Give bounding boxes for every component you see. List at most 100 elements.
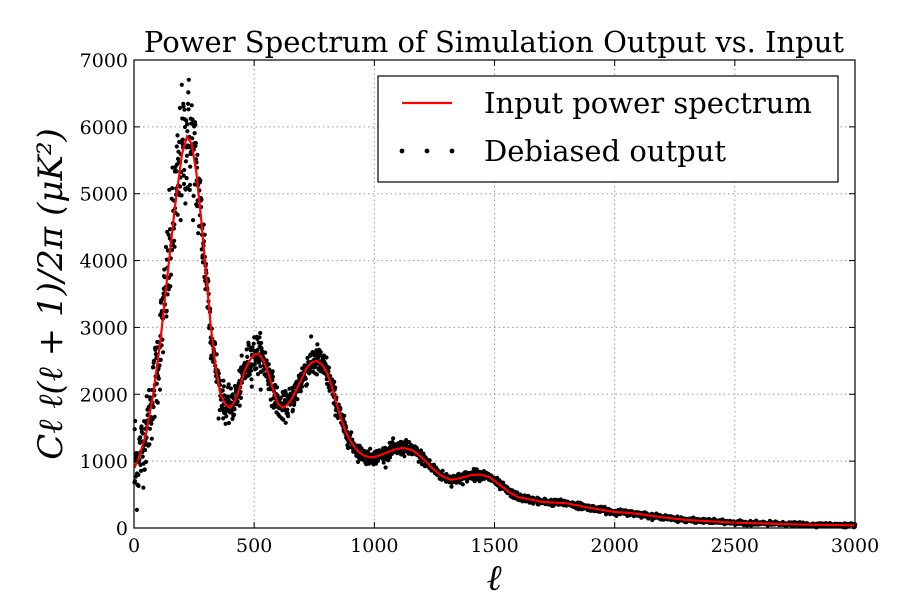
- y-axis-label: Cℓ ℓ(ℓ + 1)/2π (μK²): [31, 128, 71, 459]
- output-point: [366, 461, 372, 466]
- output-point: [162, 267, 167, 272]
- output-point: [256, 360, 262, 365]
- output-point: [147, 388, 152, 393]
- output-point: [244, 347, 249, 352]
- output-point: [214, 352, 219, 357]
- x-tick-label: 2500: [711, 535, 759, 557]
- output-point: [223, 421, 228, 426]
- output-point: [181, 104, 186, 109]
- output-point: [326, 365, 331, 370]
- output-point: [191, 193, 196, 198]
- output-point: [185, 129, 190, 134]
- output-point: [247, 372, 252, 377]
- output-point: [168, 227, 173, 232]
- output-point: [144, 394, 149, 399]
- output-point: [158, 357, 163, 362]
- output-point: [147, 426, 152, 431]
- output-point: [258, 387, 263, 392]
- output-point: [179, 82, 184, 87]
- output-point: [187, 187, 192, 192]
- output-point: [177, 105, 182, 111]
- output-point: [136, 472, 141, 477]
- output-point: [152, 414, 157, 419]
- output-point: [175, 212, 180, 217]
- output-point: [191, 218, 196, 223]
- output-point: [230, 392, 235, 397]
- output-point: [149, 421, 154, 426]
- output-point: [249, 384, 254, 389]
- output-point: [264, 358, 269, 363]
- output-point: [182, 107, 187, 112]
- output-point: [250, 345, 255, 350]
- output-point: [224, 414, 229, 419]
- output-point: [153, 352, 158, 357]
- legend-dot: [399, 148, 405, 154]
- output-point: [164, 314, 169, 319]
- output-point: [365, 449, 370, 454]
- y-tick-label: 6000: [80, 117, 128, 139]
- output-point: [237, 403, 242, 408]
- output-point: [168, 284, 173, 289]
- output-point: [228, 386, 233, 391]
- chart-title: Power Spectrum of Simulation Output vs. …: [144, 25, 844, 59]
- output-point: [151, 358, 156, 364]
- legend-box: [377, 75, 839, 183]
- output-point: [256, 355, 261, 361]
- output-point: [175, 156, 181, 161]
- output-point: [134, 507, 139, 512]
- output-point: [138, 468, 144, 473]
- output-point: [318, 350, 323, 355]
- output-point: [278, 395, 283, 400]
- output-point: [270, 369, 275, 374]
- output-point: [166, 232, 171, 237]
- output-point: [183, 159, 188, 164]
- output-point: [172, 244, 177, 249]
- output-point: [427, 458, 432, 463]
- output-point: [259, 340, 264, 346]
- output-point: [314, 372, 319, 377]
- output-point: [245, 354, 250, 359]
- output-point: [346, 445, 351, 451]
- output-point: [174, 169, 179, 174]
- output-point: [274, 385, 280, 390]
- output-point: [266, 362, 271, 367]
- y-tick-label: 1000: [80, 451, 128, 473]
- output-point: [143, 447, 148, 453]
- output-point: [179, 193, 184, 198]
- output-point: [402, 454, 407, 459]
- x-axis-label: ℓ: [487, 558, 502, 599]
- output-point: [255, 347, 260, 353]
- x-tick-label: 500: [236, 535, 272, 557]
- output-point: [188, 164, 193, 169]
- output-point: [387, 455, 393, 460]
- output-point: [186, 101, 191, 106]
- output-point: [255, 372, 261, 377]
- output-point: [156, 376, 161, 381]
- output-point: [249, 377, 254, 382]
- output-point: [178, 184, 183, 189]
- output-point: [349, 430, 354, 435]
- x-tick-label: 1500: [470, 535, 518, 557]
- output-point: [295, 397, 300, 402]
- output-point: [175, 133, 180, 138]
- output-point: [324, 355, 329, 360]
- output-point: [223, 410, 228, 416]
- output-point: [186, 107, 191, 112]
- output-point: [178, 218, 183, 223]
- output-point: [151, 404, 156, 410]
- output-point: [285, 407, 290, 412]
- output-point: [226, 420, 231, 426]
- output-point: [181, 173, 186, 178]
- output-point: [248, 368, 254, 373]
- output-point: [193, 140, 198, 146]
- output-point: [198, 178, 203, 183]
- legend-dot: [449, 148, 455, 154]
- output-point: [221, 384, 226, 389]
- output-point: [132, 427, 137, 432]
- output-point: [431, 462, 436, 467]
- output-point: [147, 442, 152, 447]
- output-point: [226, 382, 231, 387]
- output-point: [195, 152, 200, 157]
- x-tick-label: 3000: [831, 535, 879, 557]
